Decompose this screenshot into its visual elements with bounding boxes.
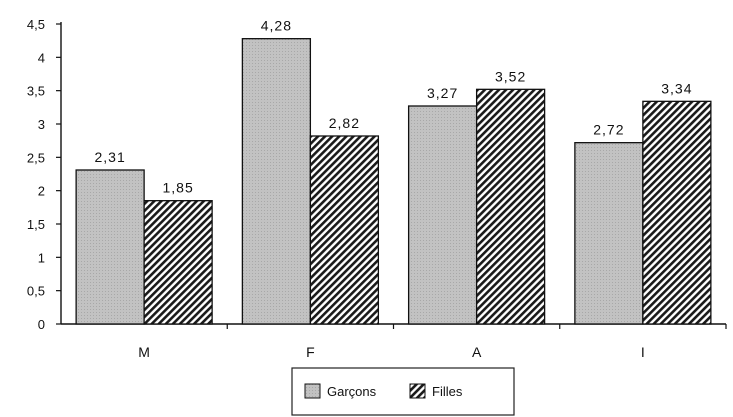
data-label: 3,52: [495, 68, 526, 84]
bar-garcons: [574, 142, 644, 325]
y-tick-label: 1: [38, 250, 45, 265]
y-tick-label: 3: [38, 117, 45, 132]
y-tick-label: 0: [38, 317, 45, 332]
bar-filles: [475, 88, 546, 325]
data-labels: 2,31 1,85 4,28 2,82 3,27 3,52 2,72 3,34: [95, 18, 692, 196]
legend-swatch-filles: [409, 383, 426, 399]
y-tick-label: 0,5: [27, 284, 45, 299]
y-axis: 0 0,5 1 1,5 2 2,5 3 3,5 4 4,5: [27, 17, 62, 332]
x-tick-label: A: [472, 344, 482, 360]
bar-garcons: [407, 105, 478, 325]
data-label: 2,82: [329, 115, 360, 131]
bar-garcons: [75, 169, 145, 325]
y-tick-label: 2: [38, 184, 45, 199]
y-tick-label: 4,5: [27, 17, 45, 32]
y-tick-label: 2,5: [27, 150, 45, 165]
data-label: 2,72: [593, 122, 624, 138]
legend: Garçons Filles: [291, 367, 515, 416]
bar-filles: [642, 100, 712, 325]
data-label: 2,31: [95, 149, 126, 165]
legend-box: [291, 367, 515, 416]
data-label: 1,85: [163, 180, 194, 196]
x-tick-label: M: [138, 344, 150, 360]
x-tick-label: F: [306, 344, 315, 360]
legend-swatch-garcons: [304, 383, 321, 399]
data-label: 3,34: [661, 80, 692, 96]
y-tick-label: 4: [38, 50, 45, 65]
data-label: 4,28: [261, 18, 292, 34]
y-tick-label: 1,5: [27, 217, 45, 232]
bar-filles: [309, 135, 380, 325]
bars: [75, 38, 712, 325]
y-tick-label: 3,5: [27, 84, 45, 99]
legend-label-filles: Filles: [432, 384, 463, 399]
x-tick-label: I: [641, 344, 645, 360]
data-label: 3,27: [427, 85, 458, 101]
bar-filles: [143, 200, 213, 325]
legend-label-garcons: Garçons: [327, 384, 377, 399]
bar-garcons: [241, 38, 312, 325]
